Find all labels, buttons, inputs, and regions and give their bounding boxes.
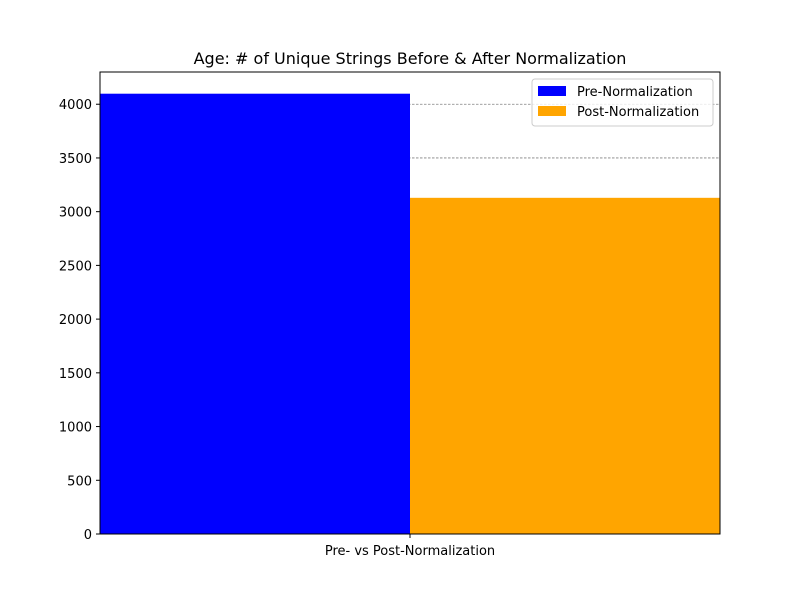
y-tick-label: 1500 [59, 367, 92, 382]
y-tick-label: 4000 [59, 98, 92, 113]
y-tick-label: 2000 [59, 313, 92, 328]
y-tick-label: 500 [67, 474, 92, 489]
x-tick-label: Pre- vs Post-Normalization [325, 544, 495, 559]
y-tick-label: 2500 [59, 259, 92, 274]
bars [100, 93, 720, 535]
bar-pre-normalization [100, 93, 410, 535]
legend-label: Post-Normalization [577, 105, 699, 120]
legend: Pre-Normalization Post-Normalization [531, 78, 714, 127]
legend-swatch [538, 106, 566, 116]
legend-swatch [538, 86, 566, 96]
bar-post-normalization [410, 197, 720, 534]
legend-frame [531, 78, 714, 127]
y-tick-label: 3000 [59, 206, 92, 221]
legend-label: Pre-Normalization [577, 85, 693, 100]
y-axis: 0 500 1000 1500 2000 2500 3000 3500 4000 [59, 98, 100, 543]
chart-title: Age: # of Unique Strings Before & After … [194, 49, 627, 68]
y-tick-label: 1000 [59, 421, 92, 436]
y-tick-label: 0 [84, 528, 92, 543]
x-axis: Pre- vs Post-Normalization [325, 534, 495, 559]
y-tick-label: 3500 [59, 152, 92, 167]
